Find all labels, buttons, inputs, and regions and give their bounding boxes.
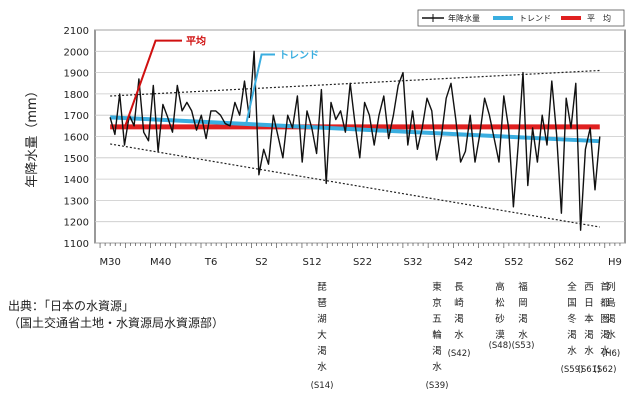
drought-label: 高松砂漠: [495, 281, 505, 341]
x-tick-label: T6: [204, 257, 217, 268]
drought-event: 長崎渇水 (S42): [448, 282, 471, 359]
y-tick-label: 1700: [64, 111, 89, 122]
drought-event: 首都圏渇水 (S62): [594, 281, 617, 375]
x-tick-label: S32: [403, 257, 422, 268]
x-tick-label: M40: [150, 257, 171, 268]
x-tick-label: H9: [608, 257, 622, 268]
x-tick-label: S52: [504, 257, 523, 268]
drought-era-label: (S14): [311, 381, 334, 391]
y-axis-ticks: 1100 1200 1300 1400 1500 1600 1700 1800 1900 2000…: [64, 26, 89, 250]
x-axis-ticks: M30 M40 T6 S2 S12 S22 S32 S42 S52 S62 H9: [99, 243, 622, 268]
drought-events: 琵琶湖大渇水 (S14) 東京五輪渇水 (S39) 長崎渇水 (S42) 高松砂漠(S48)…: [311, 281, 621, 391]
source-line-2: （国土交通省土地・水資源局水資源部）: [8, 316, 225, 330]
x-tick-label: S12: [303, 257, 322, 268]
y-tick-label: 2100: [64, 26, 89, 37]
upper-bound-line: [110, 69, 600, 97]
x-tick-label: M30: [99, 257, 120, 268]
drought-era-label: (H6): [602, 349, 620, 359]
legend-label: 平 均: [587, 13, 611, 23]
legend-label: トレンド: [519, 14, 551, 23]
x-tick-label: S62: [555, 257, 574, 268]
legend-box: [417, 9, 625, 27]
drought-era-label: (S53): [512, 341, 535, 351]
drought-label: 西日本渇水: [584, 282, 594, 357]
drought-era-label: (S42): [448, 349, 471, 359]
source-citation: 出典：「日本の水資源」 （国土交通省土地・水資源局水資源部）: [8, 298, 224, 332]
drought-event: 福岡渇水(S53): [512, 281, 535, 351]
source-line-1: 出典：「日本の水資源」: [8, 299, 135, 313]
drought-label: 列島渇水: [606, 281, 616, 341]
y-tick-label: 1200: [64, 218, 89, 229]
legend-label: 年降水量: [448, 13, 480, 23]
drought-event: 全国冬渇水 (S59): [561, 281, 584, 375]
mean-callout-label: 平均: [186, 35, 206, 48]
x-tick-label: S22: [353, 257, 372, 268]
y-tick-label: 1100: [64, 239, 89, 250]
y-tick-label: 2000: [64, 47, 89, 58]
y-axis-label: 年降水量（mm）: [25, 84, 40, 187]
drought-label: 琵琶湖大渇水: [317, 282, 327, 373]
y-tick-label: 1900: [64, 69, 89, 80]
drought-label: 長崎渇水: [454, 282, 464, 341]
mean-callout-line: [124, 39, 182, 127]
y-tick-label: 1600: [64, 133, 89, 144]
drought-label: 福岡渇水: [518, 281, 528, 341]
drought-label: 全国冬渇水: [567, 281, 577, 357]
drought-era-label: (S59): [561, 365, 584, 375]
x-tick-label: S42: [454, 257, 473, 268]
series-layer: [109, 50, 601, 231]
lower-bound-line: [110, 143, 600, 228]
drought-event: 列島渇水 (H6): [602, 281, 620, 359]
y-tick-label: 1400: [64, 175, 89, 186]
x-tick-label: S2: [255, 257, 268, 268]
drought-event: 琵琶湖大渇水 (S14): [311, 282, 334, 391]
drought-era-label: (S62): [594, 365, 617, 375]
trend-callout-line: [245, 53, 275, 123]
drought-era-label: (S39): [426, 381, 449, 391]
drought-era-label: (S61): [578, 365, 601, 375]
y-tick-label: 1800: [64, 90, 89, 101]
drought-era-label: (S48): [489, 341, 512, 351]
drought-event: 西日本渇水 (S61): [578, 282, 601, 375]
drought-label: 東京五輪渇水: [432, 281, 442, 373]
y-tick-label: 1500: [64, 154, 89, 165]
trend-bounds: [110, 69, 600, 228]
legend: 年降水量 トレンド 平 均: [417, 9, 625, 27]
drought-event: 高松砂漠(S48): [489, 281, 512, 351]
annual-precipitation-line: [109, 50, 601, 231]
drought-event: 東京五輪渇水 (S39): [426, 281, 449, 391]
y-tick-label: 1300: [64, 196, 89, 207]
drought-label: 首都圏渇水: [600, 281, 610, 357]
trend-callout-label: トレンド: [279, 49, 319, 61]
